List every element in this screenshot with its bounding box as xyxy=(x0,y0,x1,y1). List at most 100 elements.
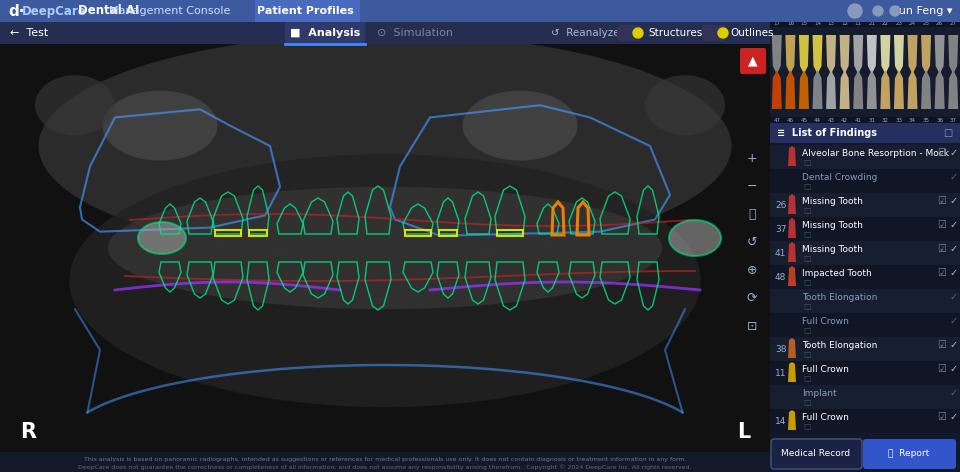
Text: 44: 44 xyxy=(814,118,821,123)
Text: □: □ xyxy=(803,158,810,167)
Polygon shape xyxy=(772,35,781,74)
Polygon shape xyxy=(788,146,796,166)
Text: ✓: ✓ xyxy=(950,196,958,206)
Text: Implant: Implant xyxy=(802,388,836,397)
Text: 43: 43 xyxy=(828,118,834,123)
Text: Management Console: Management Console xyxy=(109,6,230,16)
Circle shape xyxy=(633,28,643,38)
Polygon shape xyxy=(785,70,795,109)
Text: □: □ xyxy=(803,229,810,238)
Text: Full Crown: Full Crown xyxy=(802,364,849,373)
Text: +: + xyxy=(747,152,757,165)
FancyBboxPatch shape xyxy=(0,22,770,44)
Text: ≡  List of Findings: ≡ List of Findings xyxy=(777,128,877,138)
Text: ⊙  Simulation: ⊙ Simulation xyxy=(377,28,453,38)
Text: DeepCare: DeepCare xyxy=(22,5,86,17)
Text: Medical Record: Medical Record xyxy=(781,449,851,458)
Text: Missing Tooth: Missing Tooth xyxy=(802,196,863,205)
Text: Missing Tooth: Missing Tooth xyxy=(802,244,863,253)
Text: Full Crown: Full Crown xyxy=(802,317,849,326)
Text: DeepCare does not guarantee the correctness or completeness of all information, : DeepCare does not guarantee the correctn… xyxy=(79,464,692,470)
Ellipse shape xyxy=(669,220,721,256)
Text: □: □ xyxy=(803,278,810,287)
Circle shape xyxy=(890,6,900,16)
Polygon shape xyxy=(894,35,904,74)
Text: ☑: ☑ xyxy=(938,268,947,278)
Text: 24: 24 xyxy=(909,21,916,26)
Text: ✓: ✓ xyxy=(950,364,958,374)
Text: 37: 37 xyxy=(949,118,957,123)
Polygon shape xyxy=(880,70,890,109)
Text: 📄  Report: 📄 Report xyxy=(888,449,929,458)
Text: R: R xyxy=(20,422,36,442)
Text: 45: 45 xyxy=(801,118,807,123)
Text: Tooth Elongation: Tooth Elongation xyxy=(802,340,877,349)
Polygon shape xyxy=(785,35,795,74)
Text: 11: 11 xyxy=(854,21,862,26)
Ellipse shape xyxy=(35,75,115,135)
Text: □: □ xyxy=(803,421,810,430)
FancyBboxPatch shape xyxy=(771,439,862,469)
Polygon shape xyxy=(880,35,890,74)
Text: ⊕: ⊕ xyxy=(747,263,757,277)
Polygon shape xyxy=(907,70,918,109)
Text: ☑: ☑ xyxy=(938,196,947,206)
FancyBboxPatch shape xyxy=(770,145,960,169)
FancyBboxPatch shape xyxy=(770,337,960,361)
Text: 42: 42 xyxy=(841,118,848,123)
Polygon shape xyxy=(812,70,823,109)
Text: ↺  Reanalyze: ↺ Reanalyze xyxy=(551,28,619,38)
Text: ⊡: ⊡ xyxy=(747,320,757,332)
Polygon shape xyxy=(788,338,796,358)
Polygon shape xyxy=(826,35,836,74)
Text: □: □ xyxy=(803,373,810,382)
Text: ▲: ▲ xyxy=(748,54,757,67)
Polygon shape xyxy=(788,266,796,286)
FancyBboxPatch shape xyxy=(0,44,770,452)
Polygon shape xyxy=(921,70,931,109)
Text: Full Crown: Full Crown xyxy=(802,413,849,421)
Text: 25: 25 xyxy=(923,21,929,26)
Ellipse shape xyxy=(138,222,186,254)
Text: 47: 47 xyxy=(774,118,780,123)
Text: 32: 32 xyxy=(882,118,889,123)
Text: ✓: ✓ xyxy=(950,268,958,278)
Polygon shape xyxy=(907,35,918,74)
Polygon shape xyxy=(788,218,796,238)
Text: ←  Test: ← Test xyxy=(10,28,48,38)
Text: □: □ xyxy=(803,253,810,262)
Text: Impacted Tooth: Impacted Tooth xyxy=(802,269,872,278)
Polygon shape xyxy=(840,70,850,109)
Text: 22: 22 xyxy=(882,21,889,26)
Text: ☑: ☑ xyxy=(938,364,947,374)
Text: 38: 38 xyxy=(775,345,786,354)
FancyBboxPatch shape xyxy=(770,265,960,289)
FancyBboxPatch shape xyxy=(770,409,960,433)
Text: −: − xyxy=(747,179,757,193)
Text: This analysis is based on panoramic radiographs, intended as suggestions or refe: This analysis is based on panoramic radi… xyxy=(84,456,686,462)
Text: L: L xyxy=(736,422,750,442)
Polygon shape xyxy=(921,35,931,74)
FancyBboxPatch shape xyxy=(770,217,960,241)
Text: 23: 23 xyxy=(896,21,902,26)
Text: Patient Profiles: Patient Profiles xyxy=(256,6,353,16)
Circle shape xyxy=(873,6,883,16)
Polygon shape xyxy=(812,35,823,74)
Text: 34: 34 xyxy=(909,118,916,123)
Circle shape xyxy=(718,28,728,38)
Text: □: □ xyxy=(803,397,810,406)
Polygon shape xyxy=(788,194,796,214)
Text: 12: 12 xyxy=(841,21,848,26)
Polygon shape xyxy=(935,35,945,74)
Text: Alveolar Bone Resorption - Mock: Alveolar Bone Resorption - Mock xyxy=(802,149,949,158)
Text: 16: 16 xyxy=(787,21,794,26)
Text: ☑: ☑ xyxy=(938,220,947,230)
Text: ☑: ☑ xyxy=(938,244,947,254)
FancyBboxPatch shape xyxy=(770,193,960,217)
Polygon shape xyxy=(948,35,958,74)
Ellipse shape xyxy=(38,34,732,258)
Polygon shape xyxy=(772,70,781,109)
FancyBboxPatch shape xyxy=(770,313,960,337)
Text: □: □ xyxy=(943,128,952,138)
Text: 13: 13 xyxy=(828,21,834,26)
